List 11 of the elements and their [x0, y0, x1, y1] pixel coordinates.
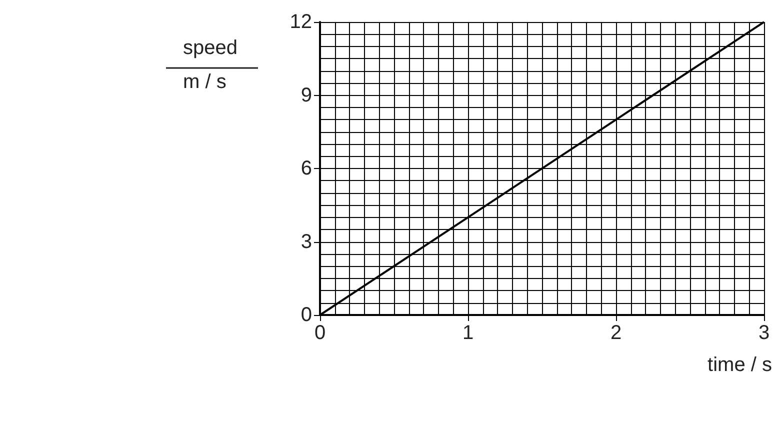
y-tick-label: 12: [290, 11, 312, 33]
y-tick-label: 6: [300, 158, 312, 180]
y-axis-title: speed m / s: [183, 37, 238, 93]
x-tick-label: 3: [758, 322, 770, 344]
y-tick-label: 0: [300, 304, 312, 326]
x-axis-title: time / s: [708, 354, 772, 376]
x-tick-label: 2: [610, 322, 622, 344]
y-tick-label: 3: [300, 230, 312, 253]
y-tick-label: 9: [300, 84, 312, 106]
x-tick-label: 1: [462, 322, 474, 344]
x-tick-label: 0: [314, 322, 326, 344]
